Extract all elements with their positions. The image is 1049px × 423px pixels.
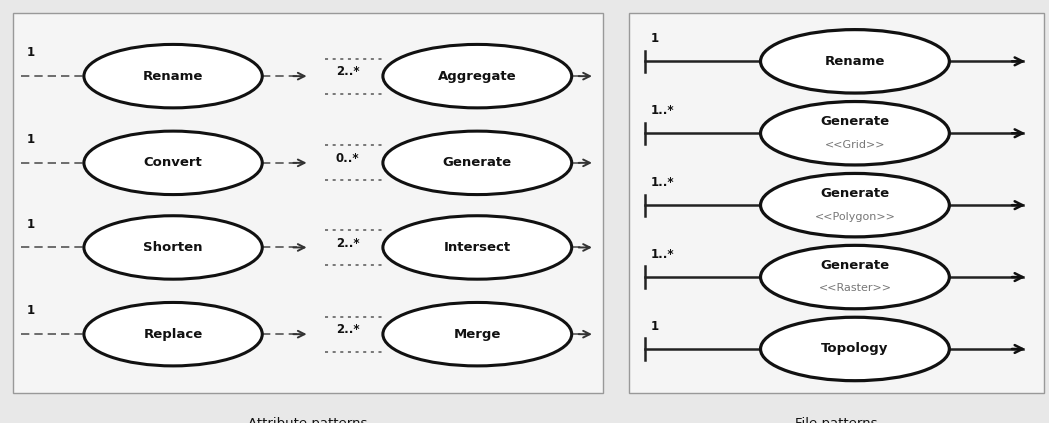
Text: 1..*: 1..*	[650, 104, 675, 117]
Text: Intersect: Intersect	[444, 241, 511, 254]
Text: Aggregate: Aggregate	[438, 70, 516, 82]
Text: 1: 1	[650, 320, 659, 333]
Ellipse shape	[383, 302, 572, 366]
Text: Merge: Merge	[453, 328, 501, 341]
Bar	[13, 13, 603, 393]
Ellipse shape	[84, 216, 262, 279]
Ellipse shape	[761, 30, 949, 93]
Ellipse shape	[761, 317, 949, 381]
Text: Rename: Rename	[825, 55, 885, 68]
Ellipse shape	[383, 44, 572, 108]
Text: 2..*: 2..*	[336, 237, 360, 250]
Ellipse shape	[84, 131, 262, 195]
Text: 1: 1	[26, 304, 35, 317]
Ellipse shape	[761, 245, 949, 309]
Text: 1: 1	[26, 217, 35, 231]
Text: Generate: Generate	[820, 259, 890, 272]
Text: <<Raster>>: <<Raster>>	[818, 283, 892, 294]
Text: Shorten: Shorten	[144, 241, 202, 254]
Text: 1: 1	[650, 32, 659, 45]
Text: 2..*: 2..*	[336, 324, 360, 336]
Ellipse shape	[383, 216, 572, 279]
Text: Topology: Topology	[821, 343, 889, 355]
Text: Generate: Generate	[820, 187, 890, 200]
Text: 2..*: 2..*	[336, 66, 360, 78]
Ellipse shape	[761, 102, 949, 165]
Text: 0..*: 0..*	[336, 152, 360, 165]
Text: Attribute patterns: Attribute patterns	[249, 417, 367, 423]
Text: 1..*: 1..*	[650, 248, 675, 261]
Text: 1: 1	[26, 46, 35, 59]
Text: <<Polygon>>: <<Polygon>>	[814, 212, 896, 222]
Ellipse shape	[84, 44, 262, 108]
Text: Replace: Replace	[144, 328, 202, 341]
Ellipse shape	[761, 173, 949, 237]
Text: File patterns: File patterns	[795, 417, 878, 423]
Ellipse shape	[84, 302, 262, 366]
Text: Convert: Convert	[144, 157, 202, 169]
Ellipse shape	[383, 131, 572, 195]
Text: 1: 1	[26, 133, 35, 146]
Text: Generate: Generate	[820, 115, 890, 128]
Text: 1..*: 1..*	[650, 176, 675, 189]
Text: Generate: Generate	[443, 157, 512, 169]
Text: Rename: Rename	[143, 70, 204, 82]
Bar	[629, 13, 1044, 393]
Text: <<Grid>>: <<Grid>>	[825, 140, 885, 150]
